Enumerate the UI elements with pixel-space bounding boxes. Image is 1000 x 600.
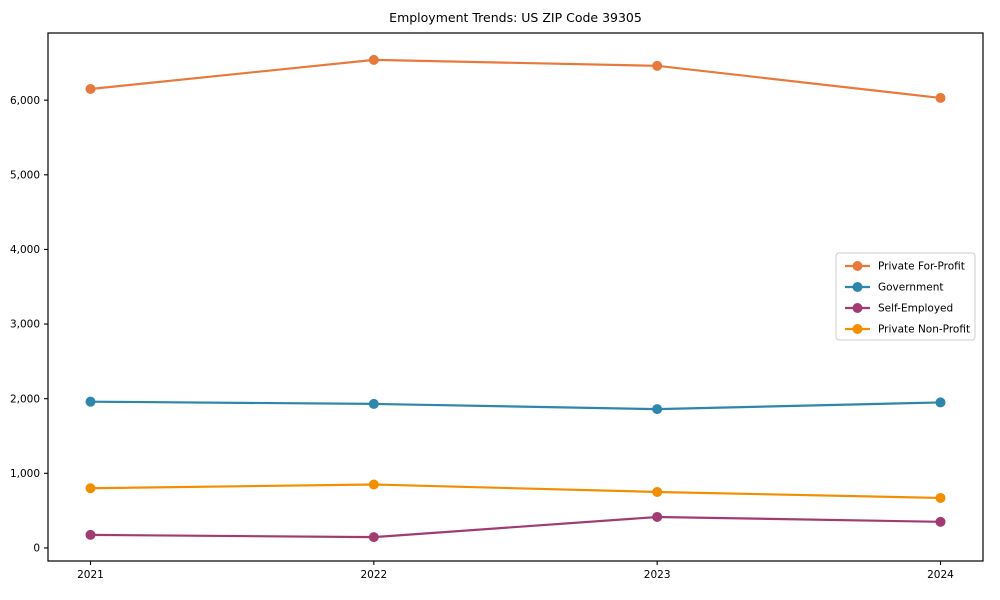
data-point-private-non-profit <box>85 483 96 494</box>
y-axis-tick-label: 5,000 <box>10 169 40 181</box>
data-point-private-for-profit <box>935 92 946 103</box>
y-axis-tick-label: 3,000 <box>10 319 40 331</box>
legend-label-self-employed: Self-Employed <box>878 303 953 315</box>
legend-box <box>835 252 976 341</box>
x-axis-tick-label: 2022 <box>360 569 387 581</box>
data-point-government <box>85 396 96 407</box>
legend-label-government: Government <box>878 282 943 294</box>
data-point-private-for-profit <box>652 60 663 71</box>
data-point-government <box>935 397 946 408</box>
plot-border <box>47 32 984 562</box>
legend-label-private-for-profit: Private For-Profit <box>878 261 965 273</box>
x-axis-tick-label: 2023 <box>644 569 671 581</box>
chart-title: Employment Trends: US ZIP Code 39305 <box>389 10 642 25</box>
data-point-private-for-profit <box>85 83 96 94</box>
legend-marker-private-for-profit <box>852 261 863 271</box>
data-point-self-employed <box>652 511 663 522</box>
legend-marker-self-employed <box>852 303 863 313</box>
series-line-private-for-profit <box>90 58 941 100</box>
y-axis-tick-label: 0 <box>33 543 40 555</box>
data-point-private-non-profit <box>935 492 946 503</box>
series-line-government <box>90 400 941 411</box>
data-point-self-employed <box>368 532 379 543</box>
y-axis-tick-label: 1,000 <box>10 468 40 480</box>
data-point-government <box>368 398 379 409</box>
data-point-private-for-profit <box>368 54 379 65</box>
data-point-self-employed <box>935 516 946 527</box>
legend-label-private-non-profit: Private Non-Profit <box>878 324 970 336</box>
x-axis-tick-label: 2024 <box>927 569 954 581</box>
series-line-self-employed <box>90 515 941 539</box>
series-line-private-non-profit <box>90 483 941 500</box>
data-point-government <box>652 404 663 415</box>
legend-marker-private-non-profit <box>852 324 863 334</box>
y-axis-tick-label: 2,000 <box>10 393 40 405</box>
legend-marker-government <box>852 282 863 292</box>
data-point-self-employed <box>85 529 96 540</box>
y-axis-tick-label: 4,000 <box>10 244 40 256</box>
data-point-private-non-profit <box>368 479 379 490</box>
data-point-private-non-profit <box>652 486 663 497</box>
x-axis-tick-label: 2021 <box>77 569 104 581</box>
y-axis-tick-label: 6,000 <box>10 95 40 107</box>
